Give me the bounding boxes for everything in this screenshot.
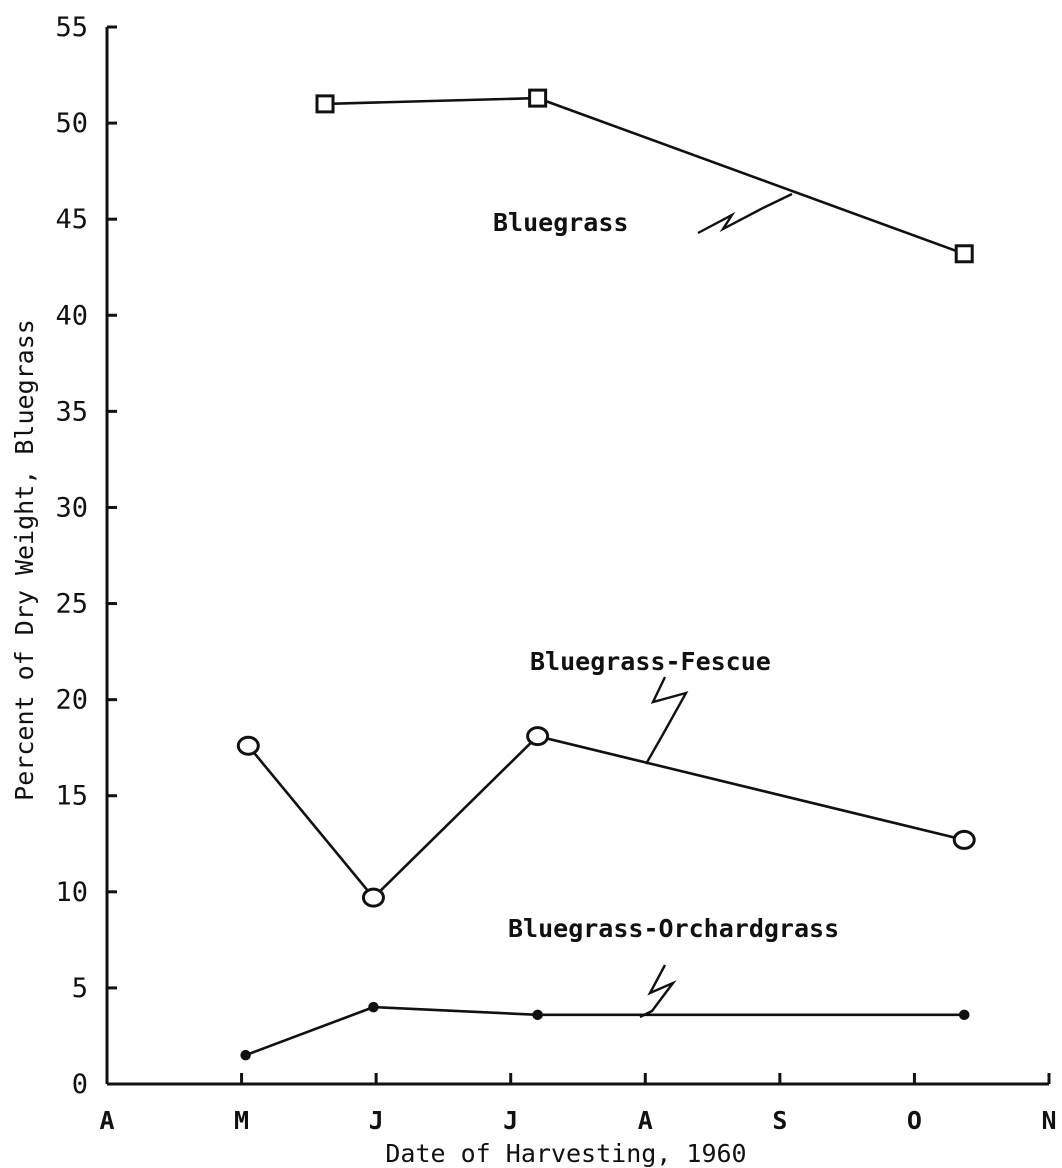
y-tick-label: 0 [72,1069,88,1100]
data-point-bluegrass [528,88,548,108]
y-tick-label: 45 [55,204,88,235]
data-point-bluegrass-orchardgrass [958,1009,970,1021]
data-point-bluegrass [954,244,974,264]
x-tick-label: M [234,1106,249,1135]
x-tick-label: A [99,1106,114,1135]
data-point-bluegrass-orchardgrass [532,1009,543,1021]
x-tick-label: S [772,1106,787,1135]
data-point-bluegrass-fescue [236,735,260,756]
y-tick-label: 10 [55,877,88,908]
y-tick-label: 55 [55,12,88,43]
y-tick-label: 20 [55,685,88,716]
data-point-bluegrass [315,94,335,114]
y-tick-label: 5 [72,973,88,1004]
x-tick-label: O [907,1106,922,1135]
series-label-bluegrass: Bluegrass [493,208,628,237]
x-tick-label: A [638,1106,653,1135]
series-line-bluegrass [324,96,965,256]
x-tick-label: J [369,1106,384,1135]
callouts [639,192,793,1019]
y-tick-label: 50 [55,108,88,139]
series-label-bluegrass-fescue: Bluegrass-Fescue [530,647,771,676]
y-tick-label: 35 [55,396,88,427]
axes [105,27,1049,1086]
callout-bluegrass [697,192,793,235]
data-point-bluegrass-orchardgrass [240,1049,251,1061]
y-tick-label: 40 [55,300,88,331]
y-tick-label: 15 [55,781,88,812]
y-axis-title: Percent of Dry Weight, Bluegrass [10,319,39,801]
y-tick-label: 25 [55,589,88,620]
series-layer [236,88,976,1061]
x-axis-title: Date of Harvesting, 1960 [385,1139,746,1168]
data-point-bluegrass-fescue [361,887,385,908]
series-line-bluegrass-fescue [247,734,965,900]
x-tick-label: J [503,1106,518,1135]
series-label-bluegrass-orchardgrass: Bluegrass-Orchardgrass [508,914,839,943]
x-tick-label: N [1041,1106,1056,1135]
callout-bluegrass-fescue [644,676,689,765]
y-ticks: 0 5 10 15 20 25 30 35 40 45 50 55 [55,12,117,1100]
y-tick-label: 30 [55,492,88,523]
data-point-bluegrass-fescue [526,726,550,747]
series-labels: Bluegrass Bluegrass-Fescue Bluegrass-Orc… [493,208,839,943]
callout-bluegrass-orchardgrass [639,964,677,1019]
data-point-bluegrass-fescue [952,829,976,850]
series-line-bluegrass-orchardgrass [245,1005,965,1057]
data-point-bluegrass-orchardgrass [368,1001,379,1013]
